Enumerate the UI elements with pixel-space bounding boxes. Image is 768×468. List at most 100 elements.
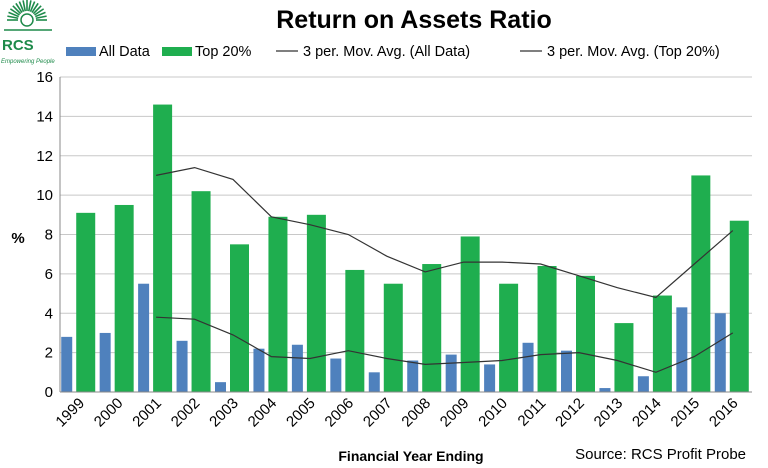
x-tick-label: 2002 — [168, 395, 204, 431]
bar-all-data — [561, 350, 572, 392]
bar-all-data — [176, 340, 188, 392]
bar-top-20 — [191, 191, 211, 392]
x-tick-label: 2016 — [706, 395, 742, 431]
x-tick-label: 2010 — [475, 395, 511, 431]
bar-all-data — [291, 344, 303, 392]
y-tick-label: 14 — [36, 108, 53, 125]
x-axis: 1999 2000 2001 2002 2003 2004 2005 2006 2007 2008… — [52, 391, 752, 431]
sun-ray — [27, 0, 32, 12]
bar-all-data — [253, 348, 265, 392]
x-tick-label: 2008 — [398, 395, 434, 431]
x-axis-label: Financial Year Ending — [338, 448, 483, 464]
bar-top-20 — [537, 266, 557, 392]
logo-text: RCS — [2, 37, 34, 54]
legend-swatch — [66, 47, 96, 56]
chart-bars — [61, 104, 749, 392]
rcs-logo: RCS Empowering People — [0, 0, 58, 70]
x-tick-label: 2015 — [668, 395, 704, 431]
sun-ray — [32, 5, 42, 15]
bar-top-20 — [114, 204, 134, 392]
y-tick-label: 4 — [45, 305, 53, 322]
x-tick-label: 2004 — [245, 395, 281, 431]
sun-ray — [15, 2, 23, 13]
bar-top-20 — [345, 269, 365, 392]
sun-ray — [22, 0, 27, 12]
chart-title: Return on Assets Ratio — [276, 6, 552, 34]
legend-label: All Data — [99, 44, 151, 60]
sun-ray — [34, 8, 45, 16]
chart-legend: All Data Top 20% 3 per. Mov. Avg. (All Dat… — [66, 44, 720, 60]
chart-lines — [155, 166, 734, 373]
bar-all-data — [368, 372, 380, 392]
bar-all-data — [61, 336, 73, 392]
bar-all-data — [714, 313, 726, 392]
sun-ray — [18, 1, 25, 12]
y-axis: 0 2 4 6 8 10 12 14 16 — [36, 69, 61, 401]
x-tick-label: 2007 — [360, 395, 396, 431]
x-tick-label: 2006 — [322, 395, 358, 431]
y-tick-label: 2 — [45, 345, 53, 362]
sun-ray — [7, 15, 19, 20]
y-tick-label: 0 — [45, 384, 53, 401]
y-tick-label: 8 — [45, 227, 53, 244]
bar-all-data — [330, 358, 342, 392]
x-tick-label: 2011 — [515, 395, 550, 430]
bar-all-data — [445, 354, 457, 392]
bar-top-20 — [422, 264, 442, 392]
x-tick-label: 2013 — [591, 395, 627, 431]
x-tick-label: 2012 — [552, 395, 588, 431]
bar-top-20 — [153, 104, 173, 392]
logo-tagline: Empowering People — [1, 59, 55, 65]
legend-label: 3 per. Mov. Avg. (All Data) — [303, 44, 470, 60]
bar-all-data — [484, 364, 496, 392]
bar-top-20 — [268, 216, 288, 392]
bar-top-20 — [230, 244, 249, 392]
moving-average-line-top-20 — [155, 166, 734, 299]
sun-ray — [29, 1, 36, 12]
y-axis-label: % — [11, 230, 24, 247]
x-tick-label: 1999 — [52, 395, 88, 431]
sun-ray — [8, 11, 19, 18]
x-tick-label: 2009 — [437, 395, 473, 431]
legend-swatch — [162, 47, 192, 56]
x-tick-label: 2001 — [129, 395, 165, 431]
y-tick-label: 6 — [45, 266, 53, 283]
sun-ray — [35, 11, 46, 18]
sun-core — [20, 13, 34, 27]
legend-label: Top 20% — [195, 44, 252, 60]
legend-label: 3 per. Mov. Avg. (Top 20%) — [547, 44, 720, 60]
bar-top-20 — [729, 220, 749, 392]
x-tick-label: 2005 — [283, 395, 319, 431]
bar-all-data — [522, 342, 534, 392]
bar-all-data — [599, 388, 611, 392]
x-tick-label: 2003 — [206, 395, 242, 431]
bar-all-data — [676, 307, 688, 392]
y-tick-label: 16 — [36, 69, 53, 86]
x-tick-label: 2014 — [629, 395, 665, 431]
bar-all-data — [407, 360, 419, 392]
bar-top-20 — [576, 275, 595, 392]
bar-all-data — [215, 382, 226, 392]
bar-top-20 — [306, 214, 326, 392]
sun-ray — [9, 8, 20, 16]
bar-top-20 — [499, 283, 519, 392]
x-tick-label: 2000 — [91, 395, 127, 431]
bar-top-20 — [652, 295, 672, 392]
bar-all-data — [99, 332, 111, 392]
bar-all-data — [637, 376, 649, 392]
y-tick-label: 12 — [36, 148, 53, 165]
y-tick-label: 10 — [36, 187, 53, 204]
bar-top-20 — [383, 283, 403, 392]
sun-ray — [31, 2, 39, 13]
source-note: Source: RCS Profit Probe — [575, 446, 746, 463]
bar-all-data — [138, 283, 150, 392]
bar-top-20 — [691, 175, 711, 392]
bar-top-20 — [76, 212, 96, 392]
sun-ray — [35, 15, 47, 20]
sun-ray — [12, 5, 22, 15]
sunburst-icon — [4, 0, 52, 31]
bar-top-20 — [460, 236, 480, 392]
moving-average-line-all-data — [156, 316, 734, 373]
bar-top-20 — [614, 323, 634, 392]
